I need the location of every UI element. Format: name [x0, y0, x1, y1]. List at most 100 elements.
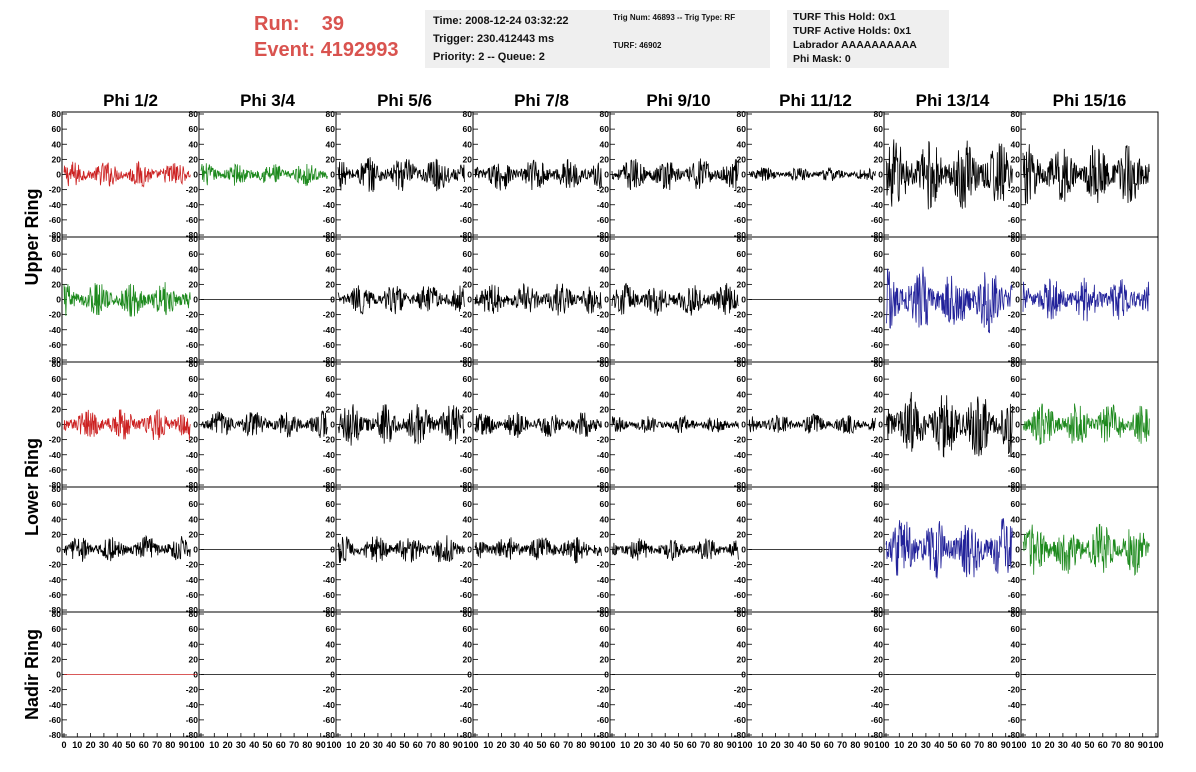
y-tick-label: 20 — [1011, 654, 1021, 664]
y-tick-label: 0 — [604, 170, 609, 180]
y-tick-label: 20 — [326, 654, 336, 664]
trig-num-text: Trig Num: 46893 -- Trig Type: RF — [613, 13, 736, 22]
y-tick-label: -80 — [323, 355, 336, 365]
y-tick-label: -80 — [460, 230, 473, 240]
y-tick-label: 20 — [600, 529, 610, 539]
y-tick-label: -80 — [1008, 230, 1021, 240]
y-tick-label: 40 — [52, 639, 62, 649]
x-tick-label: 90 — [453, 740, 463, 750]
waveform-trace — [1022, 144, 1150, 204]
y-tick-label: 60 — [600, 624, 610, 634]
turf-hold-text: TURF This Hold: 0x1 — [793, 11, 896, 23]
y-tick-label: 80 — [326, 234, 336, 244]
y-tick-label: -40 — [1008, 200, 1021, 210]
y-tick-label: 60 — [189, 374, 199, 384]
y-tick-label: 80 — [874, 484, 884, 494]
x-tick-label: 70 — [426, 740, 436, 750]
y-tick-label: 80 — [600, 484, 610, 494]
priority-text: Priority: 2 -- Queue: 2 — [433, 51, 545, 63]
x-tick-label: 50 — [536, 740, 546, 750]
y-tick-label: 80 — [874, 109, 884, 119]
y-tick-label: 20 — [737, 529, 747, 539]
run-row: Run: 39 — [254, 11, 399, 37]
y-tick-label: -80 — [186, 355, 199, 365]
y-tick-label: -60 — [186, 215, 199, 225]
y-tick-label: 20 — [1011, 529, 1021, 539]
x-tick-label: 20 — [223, 740, 233, 750]
y-tick-label: -80 — [734, 230, 747, 240]
y-tick-label: -80 — [734, 730, 747, 740]
y-tick-label: -80 — [597, 480, 610, 490]
y-tick-label: 20 — [600, 654, 610, 664]
waveform-trace — [611, 538, 739, 561]
y-tick-label: -80 — [186, 605, 199, 615]
y-tick-label: 60 — [600, 249, 610, 259]
y-tick-label: 20 — [326, 154, 336, 164]
x-tick-label: 80 — [302, 740, 312, 750]
y-tick-label: -20 — [49, 560, 62, 570]
waveform-trace — [885, 266, 1013, 334]
y-tick-label: 40 — [463, 139, 473, 149]
y-tick-label: 40 — [52, 139, 62, 149]
y-tick-label: -80 — [734, 480, 747, 490]
y-tick-label: 20 — [600, 279, 610, 289]
y-tick-label: 60 — [600, 374, 610, 384]
y-tick-label: -40 — [734, 325, 747, 335]
y-tick-label: 40 — [874, 139, 884, 149]
x-tick-label: 80 — [1124, 740, 1134, 750]
y-tick-label: 80 — [189, 109, 199, 119]
x-tick-label: 30 — [510, 740, 520, 750]
y-tick-label: 60 — [737, 624, 747, 634]
y-tick-label: -60 — [49, 215, 62, 225]
y-tick-label: 20 — [600, 154, 610, 164]
y-tick-label: 20 — [326, 529, 336, 539]
y-tick-label: -60 — [186, 590, 199, 600]
waveform-trace — [474, 412, 602, 438]
x-tick-label: 100 — [600, 740, 615, 750]
y-tick-label: -20 — [871, 560, 884, 570]
y-tick-label: -40 — [871, 450, 884, 460]
y-tick-label: -20 — [1008, 685, 1021, 695]
y-tick-label: -20 — [597, 685, 610, 695]
x-tick-label: 20 — [1045, 740, 1055, 750]
y-tick-label: 60 — [189, 124, 199, 134]
y-tick-label: -20 — [734, 560, 747, 570]
y-tick-label: -80 — [871, 730, 884, 740]
y-tick-label: 0 — [56, 295, 61, 305]
y-tick-label: 80 — [600, 234, 610, 244]
phi-mask-text: Phi Mask: 0 — [793, 53, 851, 65]
y-tick-label: -40 — [323, 200, 336, 210]
y-tick-label: 40 — [874, 514, 884, 524]
y-tick-label: 40 — [737, 639, 747, 649]
x-tick-label: 50 — [810, 740, 820, 750]
y-tick-label: -40 — [323, 450, 336, 460]
y-tick-label: -40 — [460, 575, 473, 585]
y-tick-label: 80 — [1011, 234, 1021, 244]
x-tick-label: 70 — [563, 740, 573, 750]
y-tick-label: -40 — [186, 325, 199, 335]
x-tick-label: 80 — [987, 740, 997, 750]
x-tick-label: 90 — [316, 740, 326, 750]
y-tick-label: -80 — [186, 230, 199, 240]
y-tick-label: 60 — [52, 624, 62, 634]
y-tick-label: -60 — [597, 590, 610, 600]
y-tick-label: 0 — [56, 170, 61, 180]
y-tick-label: 60 — [1011, 499, 1021, 509]
y-tick-label: 60 — [463, 374, 473, 384]
waveform-trace — [200, 163, 328, 187]
y-tick-label: 80 — [600, 609, 610, 619]
y-tick-label: 80 — [1011, 484, 1021, 494]
x-tick-label: 90 — [864, 740, 874, 750]
trigger-text: Trigger: 230.412443 ms — [433, 33, 555, 45]
y-tick-label: 20 — [52, 529, 62, 539]
y-tick-label: -40 — [49, 700, 62, 710]
y-tick-label: 0 — [604, 545, 609, 555]
y-tick-label: 80 — [52, 484, 62, 494]
x-tick-label: 50 — [125, 740, 135, 750]
y-tick-label: 0 — [193, 170, 198, 180]
y-tick-label: -60 — [186, 715, 199, 725]
y-tick-label: 0 — [604, 420, 609, 430]
y-tick-label: 80 — [52, 234, 62, 244]
y-tick-label: 40 — [874, 264, 884, 274]
y-tick-label: -40 — [1008, 450, 1021, 460]
